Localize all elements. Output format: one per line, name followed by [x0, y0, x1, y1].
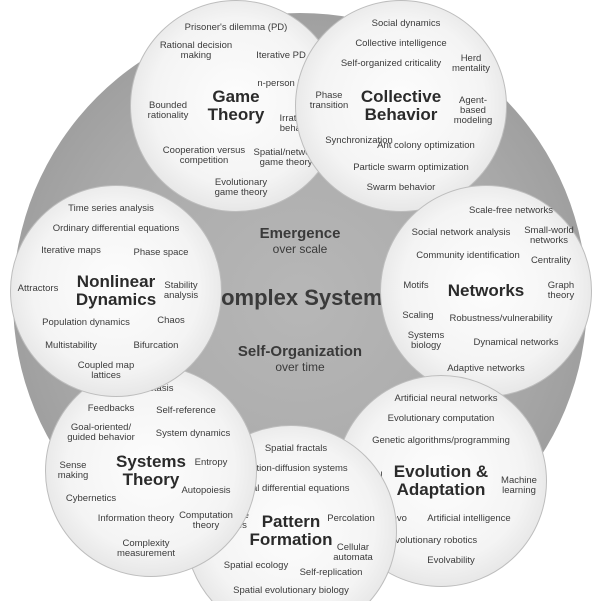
term: Stability analysis — [164, 281, 198, 301]
complex-systems-diagram: Complex Systems Emergence over scale Sel… — [0, 0, 600, 601]
term: Scale-free networks — [469, 206, 553, 216]
term: Rational decision making — [160, 41, 232, 61]
term: Agent- based modeling — [454, 96, 493, 126]
term: Cooperation versus competition — [163, 146, 245, 166]
term: Cybernetics — [66, 494, 116, 504]
term: Self-replication — [300, 568, 363, 578]
term: Population dynamics — [42, 318, 130, 328]
term: Motifs — [403, 281, 428, 291]
term: Phase transition — [310, 91, 349, 111]
term: Time series analysis — [68, 204, 154, 214]
term: Cellular automata — [333, 543, 373, 563]
term: Graph theory — [548, 281, 574, 301]
node-title-collective-behavior: Collective Behavior — [361, 88, 441, 124]
term: Ant colony optimization — [377, 141, 475, 151]
node-collective-behavior: Collective Behavior Social dynamics Collec… — [295, 0, 507, 212]
center-title: Complex Systems — [205, 285, 395, 311]
term: Artificial intelligence — [427, 514, 510, 524]
term: Multistability — [45, 341, 97, 351]
term: Spatial fractals — [265, 444, 327, 454]
node-title-nonlinear-dynamics: Nonlinear Dynamics — [76, 273, 156, 309]
term: Self-reference — [156, 406, 216, 416]
term: Genetic algorithms/programming — [372, 436, 510, 446]
term: Entropy — [195, 458, 228, 468]
term: Iterative PD — [256, 51, 306, 61]
term: Percolation — [327, 514, 375, 524]
term: Evolutionary game theory — [215, 178, 268, 198]
term: Phase space — [134, 248, 189, 258]
term: Herd mentality — [452, 54, 490, 74]
node-title-game-theory: Game Theory — [208, 88, 265, 124]
term: Prisoner's dilemma (PD) — [185, 23, 288, 33]
term: Particle swarm optimization — [353, 163, 469, 173]
term: Feedbacks — [88, 404, 134, 414]
term: Social dynamics — [372, 19, 441, 29]
term: Community identification — [416, 251, 520, 261]
term: Attractors — [18, 284, 59, 294]
node-networks: Networks Scale-free networks Social networ… — [380, 185, 592, 397]
term: Coupled map lattices — [78, 361, 135, 381]
term: Information theory — [98, 514, 175, 524]
node-title-systems-theory: Systems Theory — [116, 453, 186, 489]
term: Goal-oriented/ guided behavior — [67, 423, 135, 443]
term: Dynamical networks — [474, 338, 559, 348]
term: Evolutionary computation — [388, 414, 495, 424]
term: Sense making — [58, 461, 89, 481]
node-title-pattern-formation: Pattern Formation — [249, 513, 332, 549]
term: Systems biology — [408, 331, 444, 351]
term: System dynamics — [156, 429, 230, 439]
term: Computation theory — [179, 511, 233, 531]
node-title-evolution-adaptation: Evolution & Adaptation — [394, 463, 488, 499]
term: Evolvability — [427, 556, 475, 566]
term: Scaling — [402, 311, 433, 321]
node-title-networks: Networks — [448, 282, 525, 300]
center-emergence: Emergence over scale — [260, 225, 341, 256]
term: Self-organized criticality — [341, 59, 441, 69]
node-systems-theory: Systems TheoryHomeostasisFeedbacksSelf-r… — [45, 365, 257, 577]
term: Iterative maps — [41, 246, 101, 256]
term: Bifurcation — [134, 341, 179, 351]
term: Complexity measurement — [117, 539, 175, 559]
term: Artificial neural networks — [395, 394, 498, 404]
term: Spatial evolutionary biology — [233, 586, 349, 596]
term: Collective intelligence — [355, 39, 446, 49]
node-nonlinear-dynamics: Nonlinear Dynamics Time series analysis Or… — [10, 185, 222, 397]
term: Swarm behavior — [367, 183, 436, 193]
term: Autopoiesis — [181, 486, 230, 496]
term: Centrality — [531, 256, 571, 266]
term: Small-world networks — [524, 226, 574, 246]
term: Spatial ecology — [224, 561, 288, 571]
term: Machine learning — [501, 476, 537, 496]
term: Adaptive networks — [447, 364, 525, 374]
term: Chaos — [157, 316, 184, 326]
term: Evolutionary robotics — [389, 536, 477, 546]
term: Ordinary differential equations — [53, 224, 180, 234]
term: Robustness/vulnerability — [450, 314, 553, 324]
term: Bounded rationality — [148, 101, 189, 121]
term: Social network analysis — [412, 228, 511, 238]
center-selforg: Self-Organization over time — [238, 343, 362, 374]
